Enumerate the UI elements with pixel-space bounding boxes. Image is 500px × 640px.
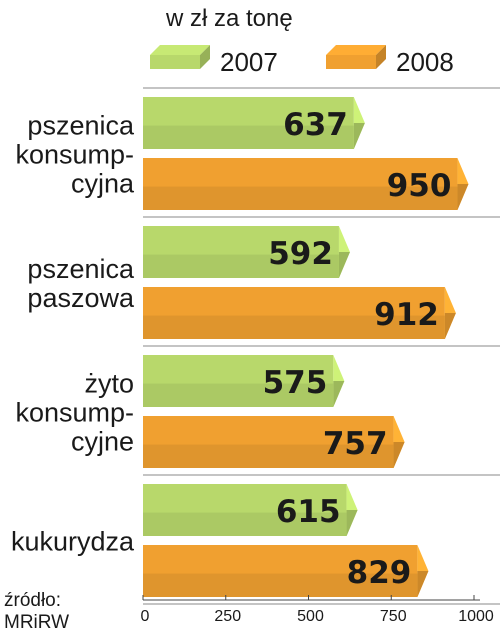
data-label: 829 bbox=[347, 555, 412, 591]
category-label-line: konsump- bbox=[15, 398, 134, 428]
legend-swatch-top bbox=[150, 45, 210, 55]
legend-label: 2007 bbox=[220, 47, 278, 77]
bar-2007-0: 637 bbox=[143, 97, 365, 149]
bar-shade bbox=[143, 254, 339, 278]
category-label-line: paszowa bbox=[27, 283, 135, 313]
bar-2008-2: 757 bbox=[143, 416, 405, 468]
source-line: źródło: bbox=[4, 590, 61, 611]
bar-end-shadow bbox=[417, 571, 429, 597]
legend-swatch-side bbox=[200, 45, 210, 69]
data-label: 615 bbox=[276, 494, 341, 530]
bar-end-shadow bbox=[393, 442, 405, 468]
data-label: 950 bbox=[387, 168, 452, 204]
bar-2007-2: 575 bbox=[143, 355, 345, 407]
bar-shade bbox=[143, 315, 445, 339]
category-label-line: żyto bbox=[84, 369, 134, 399]
bar-shade bbox=[143, 186, 458, 210]
x-tick-label: 0 bbox=[141, 608, 150, 625]
category-labels: pszenicakonsump-cyjnapszenicapaszoważyto… bbox=[11, 111, 135, 557]
legend-swatch-front bbox=[326, 55, 376, 69]
bar-end-shadow bbox=[346, 510, 358, 536]
source-line: MRiRW bbox=[4, 612, 69, 633]
legend-item-2008: 2008 bbox=[326, 45, 454, 77]
x-tick-label: 750 bbox=[380, 608, 407, 625]
legend-swatch-top bbox=[326, 45, 386, 55]
data-label: 912 bbox=[374, 297, 439, 333]
category-label-line: cyjne bbox=[71, 427, 134, 457]
bar-2007-3: 615 bbox=[143, 484, 358, 536]
data-label: 575 bbox=[263, 365, 328, 401]
bar-end-shadow bbox=[444, 313, 456, 339]
bar-shade bbox=[143, 125, 354, 149]
bar-2007-1: 592 bbox=[143, 226, 350, 278]
bar-2008-1: 912 bbox=[143, 287, 456, 339]
source-note: źródło:MRiRW bbox=[4, 590, 69, 633]
data-label: 592 bbox=[268, 236, 333, 272]
category-label-line: pszenica bbox=[27, 254, 135, 284]
bar-shade bbox=[143, 512, 347, 536]
bar-end-shadow bbox=[457, 184, 469, 210]
x-tick-label: 500 bbox=[297, 608, 324, 625]
bar-end-shadow bbox=[353, 123, 365, 149]
x-tick-label: 1000 bbox=[458, 608, 494, 625]
data-label: 637 bbox=[283, 107, 348, 143]
category-label-line: pszenica bbox=[27, 111, 135, 141]
data-label: 757 bbox=[323, 426, 388, 462]
category-label-3: kukurydza bbox=[11, 527, 135, 557]
bar-end-shadow bbox=[338, 252, 350, 278]
legend: w zł za tonę 2007 2008 bbox=[150, 5, 454, 77]
category-label-line: cyjna bbox=[71, 169, 135, 199]
legend-label: 2008 bbox=[396, 47, 454, 77]
bar-2008-0: 950 bbox=[143, 158, 469, 210]
unit-label: w zł za tonę bbox=[165, 5, 293, 32]
x-axis: 0 250 500 750 1000 bbox=[141, 595, 494, 625]
bar-shade bbox=[143, 573, 418, 597]
bar-2008-3: 829 bbox=[143, 545, 429, 597]
category-label-line: kukurydza bbox=[11, 527, 135, 557]
legend-item-2007: 2007 bbox=[150, 45, 278, 77]
legend-swatch-front bbox=[150, 55, 200, 69]
bar-end-shadow bbox=[333, 381, 345, 407]
legend-swatch-side bbox=[376, 45, 386, 69]
x-tick-label: 250 bbox=[214, 608, 241, 625]
bar-shade bbox=[143, 444, 394, 468]
bar-shade bbox=[143, 383, 334, 407]
category-label-line: konsump- bbox=[15, 140, 134, 170]
